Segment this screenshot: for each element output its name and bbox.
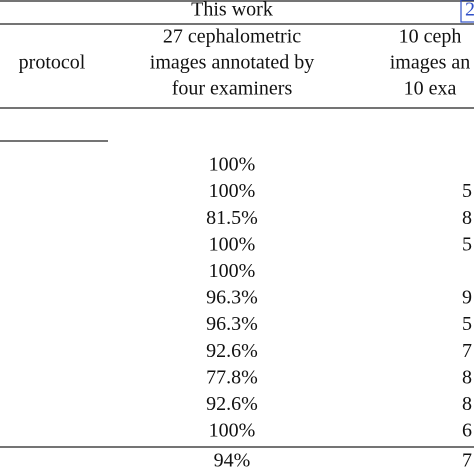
total-cell: 7 [462, 450, 472, 472]
column-header: images annotated by [150, 52, 314, 74]
cell: 9 [462, 287, 472, 309]
protocol-header: protocol [19, 52, 86, 74]
cell: 77.8% [206, 366, 258, 388]
column-header: images an [390, 52, 471, 74]
column-header: 27 cephalometric [163, 26, 301, 48]
cell: 96.3% [206, 287, 258, 309]
group-label: This work [191, 0, 273, 21]
cell: 96.3% [206, 313, 258, 335]
cell: 81.5% [206, 207, 258, 229]
cell: 92.6% [206, 340, 258, 362]
cell: 6 [462, 420, 472, 442]
cell: 100% [209, 233, 256, 255]
cell: 100% [209, 154, 256, 176]
cell: 100% [209, 420, 256, 442]
column-header: four examiners [172, 78, 293, 100]
cell: 5 [462, 233, 472, 255]
cell: 8 [462, 366, 472, 388]
citation-box[interactable] [460, 0, 474, 23]
citation[interactable]: 2 [465, 0, 474, 21]
total-cell: 94% [214, 450, 251, 472]
cell: 92.6% [206, 393, 258, 415]
cell: 8 [462, 393, 472, 415]
column-header: 10 exa [404, 78, 457, 100]
cell: 100% [209, 260, 256, 282]
cell: 100% [209, 180, 256, 202]
column-header: 10 ceph [399, 26, 462, 48]
cell: 8 [462, 207, 472, 229]
cell: 5 [462, 180, 472, 202]
cell: 5 [462, 313, 472, 335]
cell: 7 [462, 340, 472, 362]
